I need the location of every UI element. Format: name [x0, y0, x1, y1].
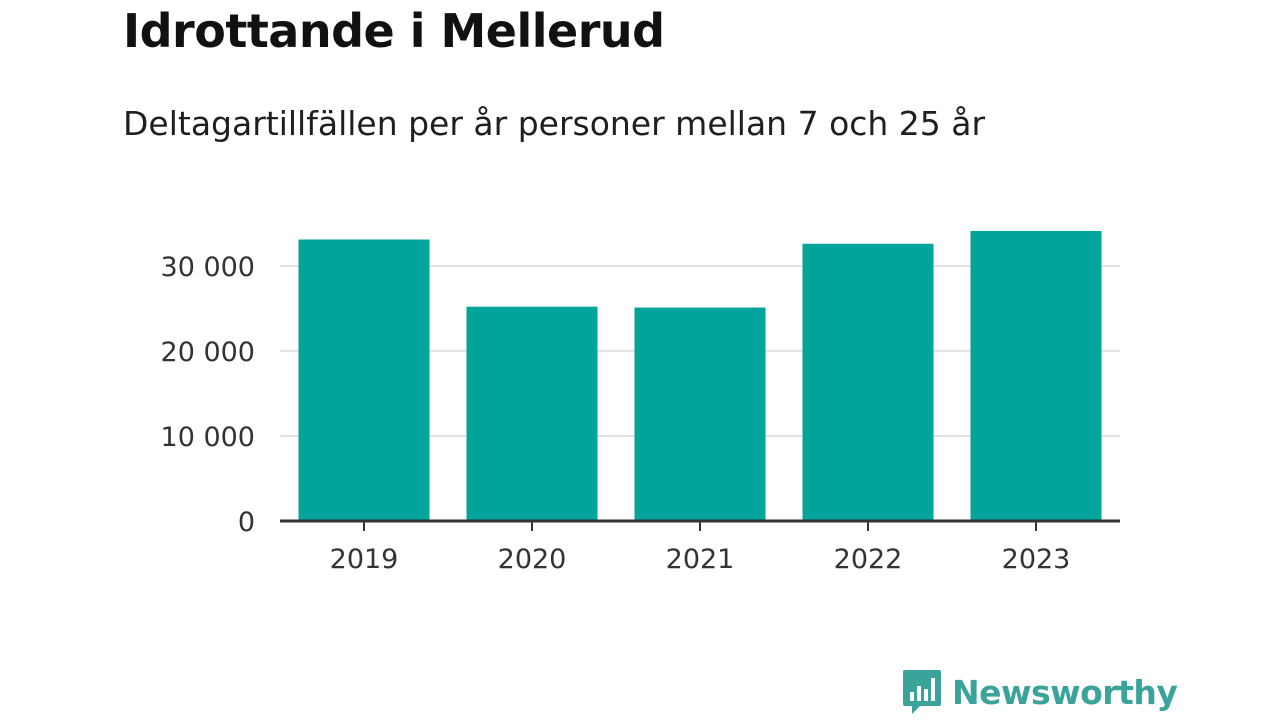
- bar-chart-speech-bubble-icon: [903, 670, 941, 714]
- bar-2019: [298, 239, 430, 521]
- bar-2020: [466, 306, 598, 521]
- tick-labels: 0 10 000 20 000 30 000 2019 2020 2021 2022 2023: [161, 252, 1071, 575]
- y-tick-label: 0: [238, 507, 255, 538]
- bar-chart: 0 10 000 20 000 30 000 2019 2020 2021 2022 2023: [161, 231, 1120, 575]
- bar-2022: [802, 243, 934, 521]
- x-tick-label: 2022: [834, 544, 903, 575]
- x-tick-label: 2020: [498, 544, 567, 575]
- bar-2021: [634, 307, 766, 521]
- bars: [298, 231, 1102, 521]
- chart-subtitle: Deltagartillfällen per år personer mella…: [123, 104, 986, 143]
- y-tick-label: 30 000: [161, 252, 255, 283]
- x-tick-label: 2023: [1002, 544, 1071, 575]
- axes: [280, 519, 1120, 531]
- x-tick-label: 2021: [666, 544, 735, 575]
- logo-text: Newsworthy: [952, 672, 1178, 712]
- x-tick-label: 2019: [330, 544, 399, 575]
- bar-2023: [970, 231, 1102, 521]
- newsworthy-logo: Newsworthy: [902, 668, 1178, 716]
- y-tick-label: 20 000: [161, 337, 255, 368]
- y-tick-label: 10 000: [161, 422, 255, 453]
- chart-title: Idrottande i Mellerud: [123, 4, 665, 58]
